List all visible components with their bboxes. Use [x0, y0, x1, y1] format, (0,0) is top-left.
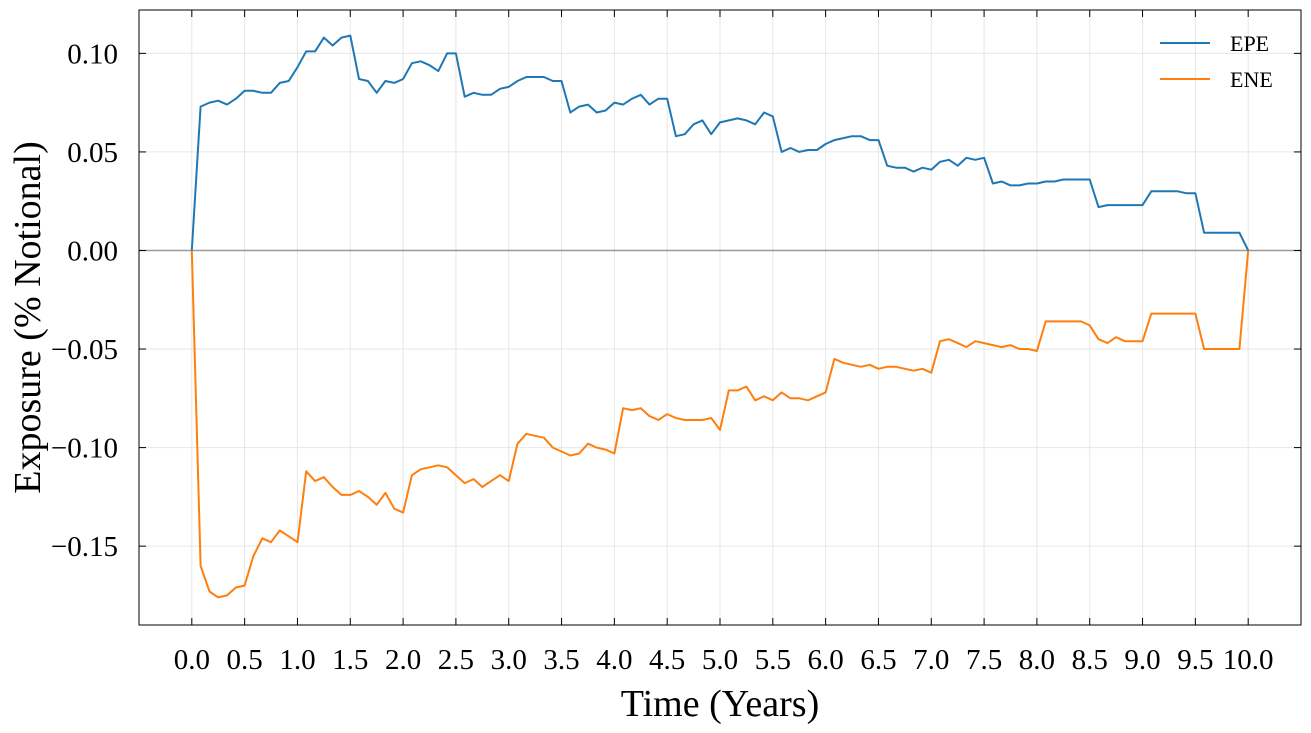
x-tick-label: 9.5: [1177, 644, 1213, 676]
x-tick-label: 7.5: [966, 644, 1002, 676]
x-tick-label: 5.5: [755, 644, 791, 676]
y-tick-label: −0.05: [51, 334, 118, 366]
x-tick-label: 1.5: [332, 644, 368, 676]
x-tick-label: 0.5: [227, 644, 263, 676]
grid: [139, 10, 1301, 625]
x-tick-label: 3.5: [543, 644, 579, 676]
legend: EPE ENE: [1160, 31, 1273, 92]
y-tick-label: 0.10: [67, 38, 118, 70]
x-tick-label: 8.0: [1019, 644, 1055, 676]
x-tick-label: 9.0: [1124, 644, 1160, 676]
x-tick-label: 0.0: [174, 644, 210, 676]
x-tick-label: 8.5: [1072, 644, 1108, 676]
x-tick-label: 6.5: [860, 644, 896, 676]
legend-label-ene: ENE: [1230, 67, 1273, 92]
x-tick-label: 4.0: [596, 644, 632, 676]
x-tick-label: 6.0: [808, 644, 844, 676]
x-tick-label: 7.0: [913, 644, 949, 676]
x-tick-label: 2.0: [385, 644, 421, 676]
y-tick-label: −0.10: [51, 433, 118, 465]
y-tick-label: −0.15: [51, 531, 118, 563]
series-layer: [190, 34, 1250, 599]
y-tick-label: 0.00: [67, 235, 118, 267]
x-tick-label: 5.0: [702, 644, 738, 676]
series-line-epe: [190, 34, 1250, 251]
x-tick-label: 2.5: [438, 644, 474, 676]
series-line-ene: [190, 250, 1250, 599]
x-tick-label: 1.0: [279, 644, 315, 676]
y-axis-title: Exposure (% Notional): [7, 141, 49, 493]
y-tick-label: 0.05: [67, 137, 118, 169]
x-tick-label: 4.5: [649, 644, 685, 676]
axis-ticks: 0.0 0.5 1.0 1.5 2.0 2.5 3.0 3.5 4.0 4.5 5.0 5.5 6.0 6…: [51, 10, 1301, 676]
x-axis-title: Time (Years): [621, 683, 819, 725]
x-tick-label: 3.0: [491, 644, 527, 676]
x-tick-label: 10.0: [1223, 644, 1274, 676]
legend-label-epe: EPE: [1230, 31, 1269, 56]
